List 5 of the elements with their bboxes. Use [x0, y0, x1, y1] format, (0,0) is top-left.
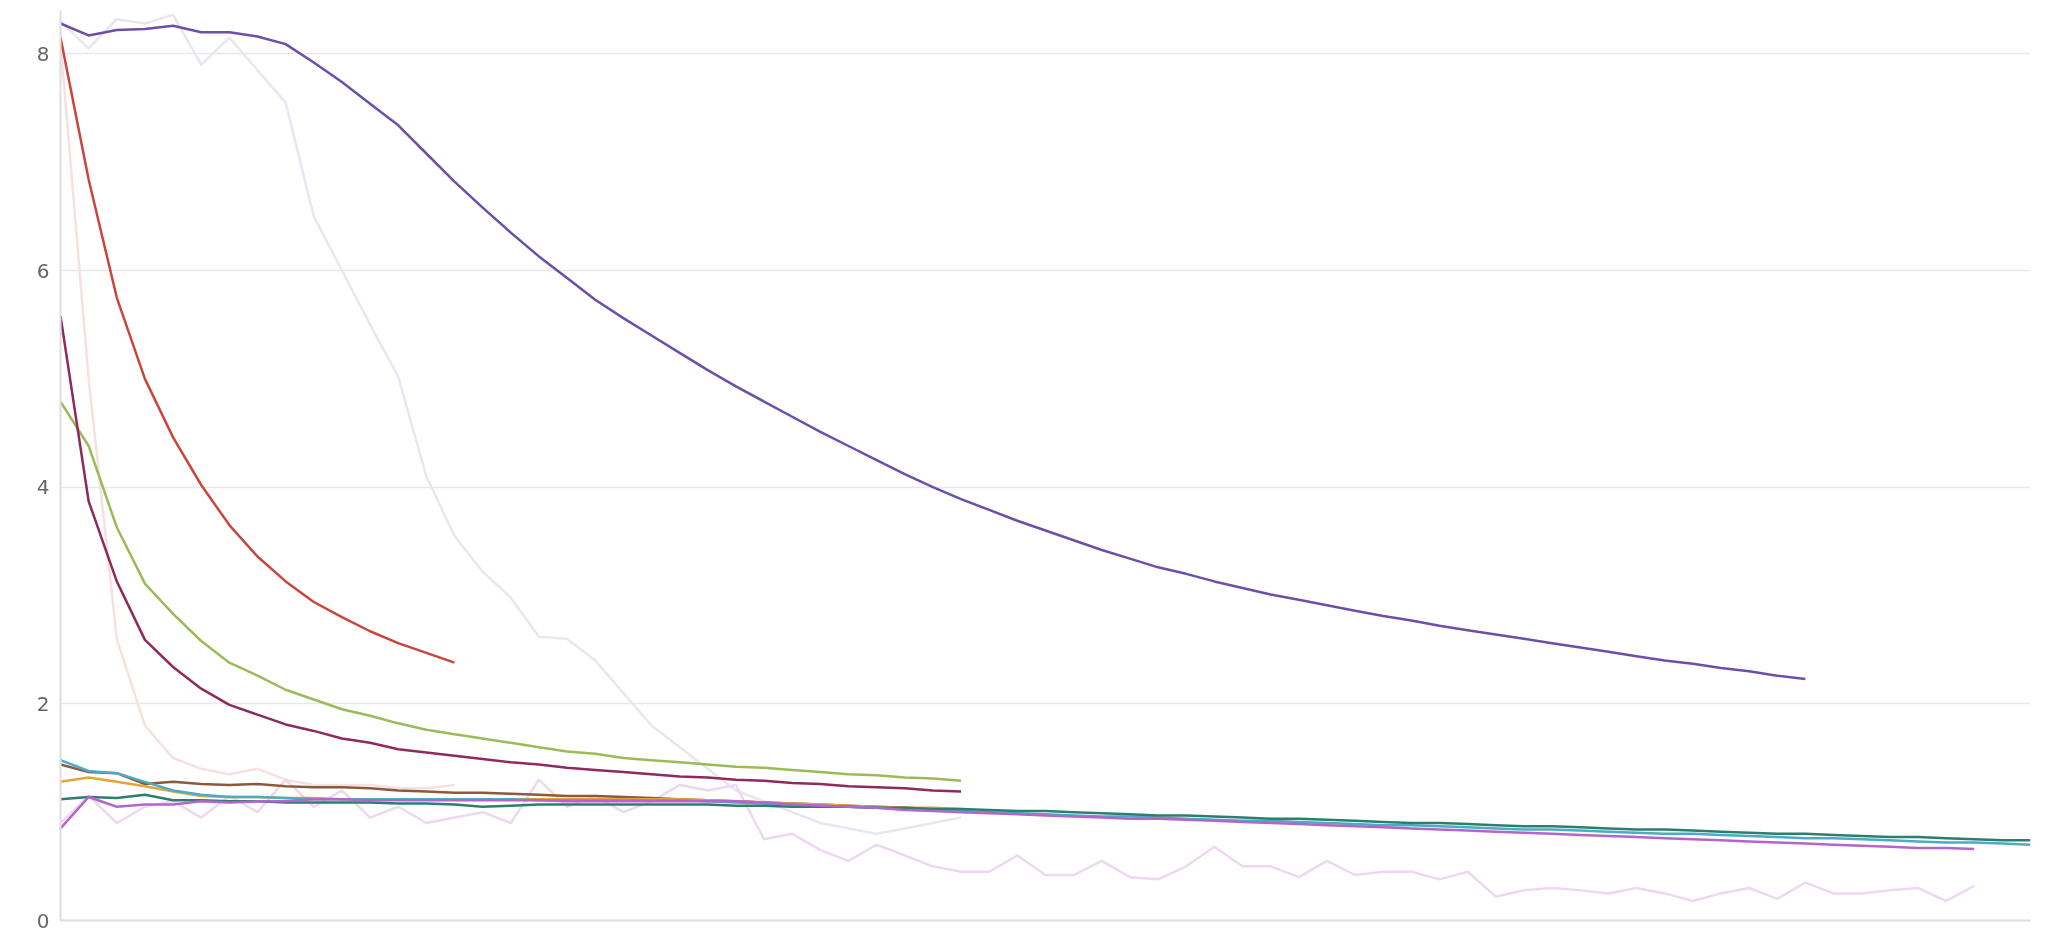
y-tick-label: 2	[36, 691, 50, 716]
y-tick-label: 6	[36, 258, 50, 283]
y-tick-label: 8	[36, 41, 50, 66]
y-tick-label: 4	[36, 475, 50, 500]
y-tick-label: 0	[36, 908, 50, 933]
